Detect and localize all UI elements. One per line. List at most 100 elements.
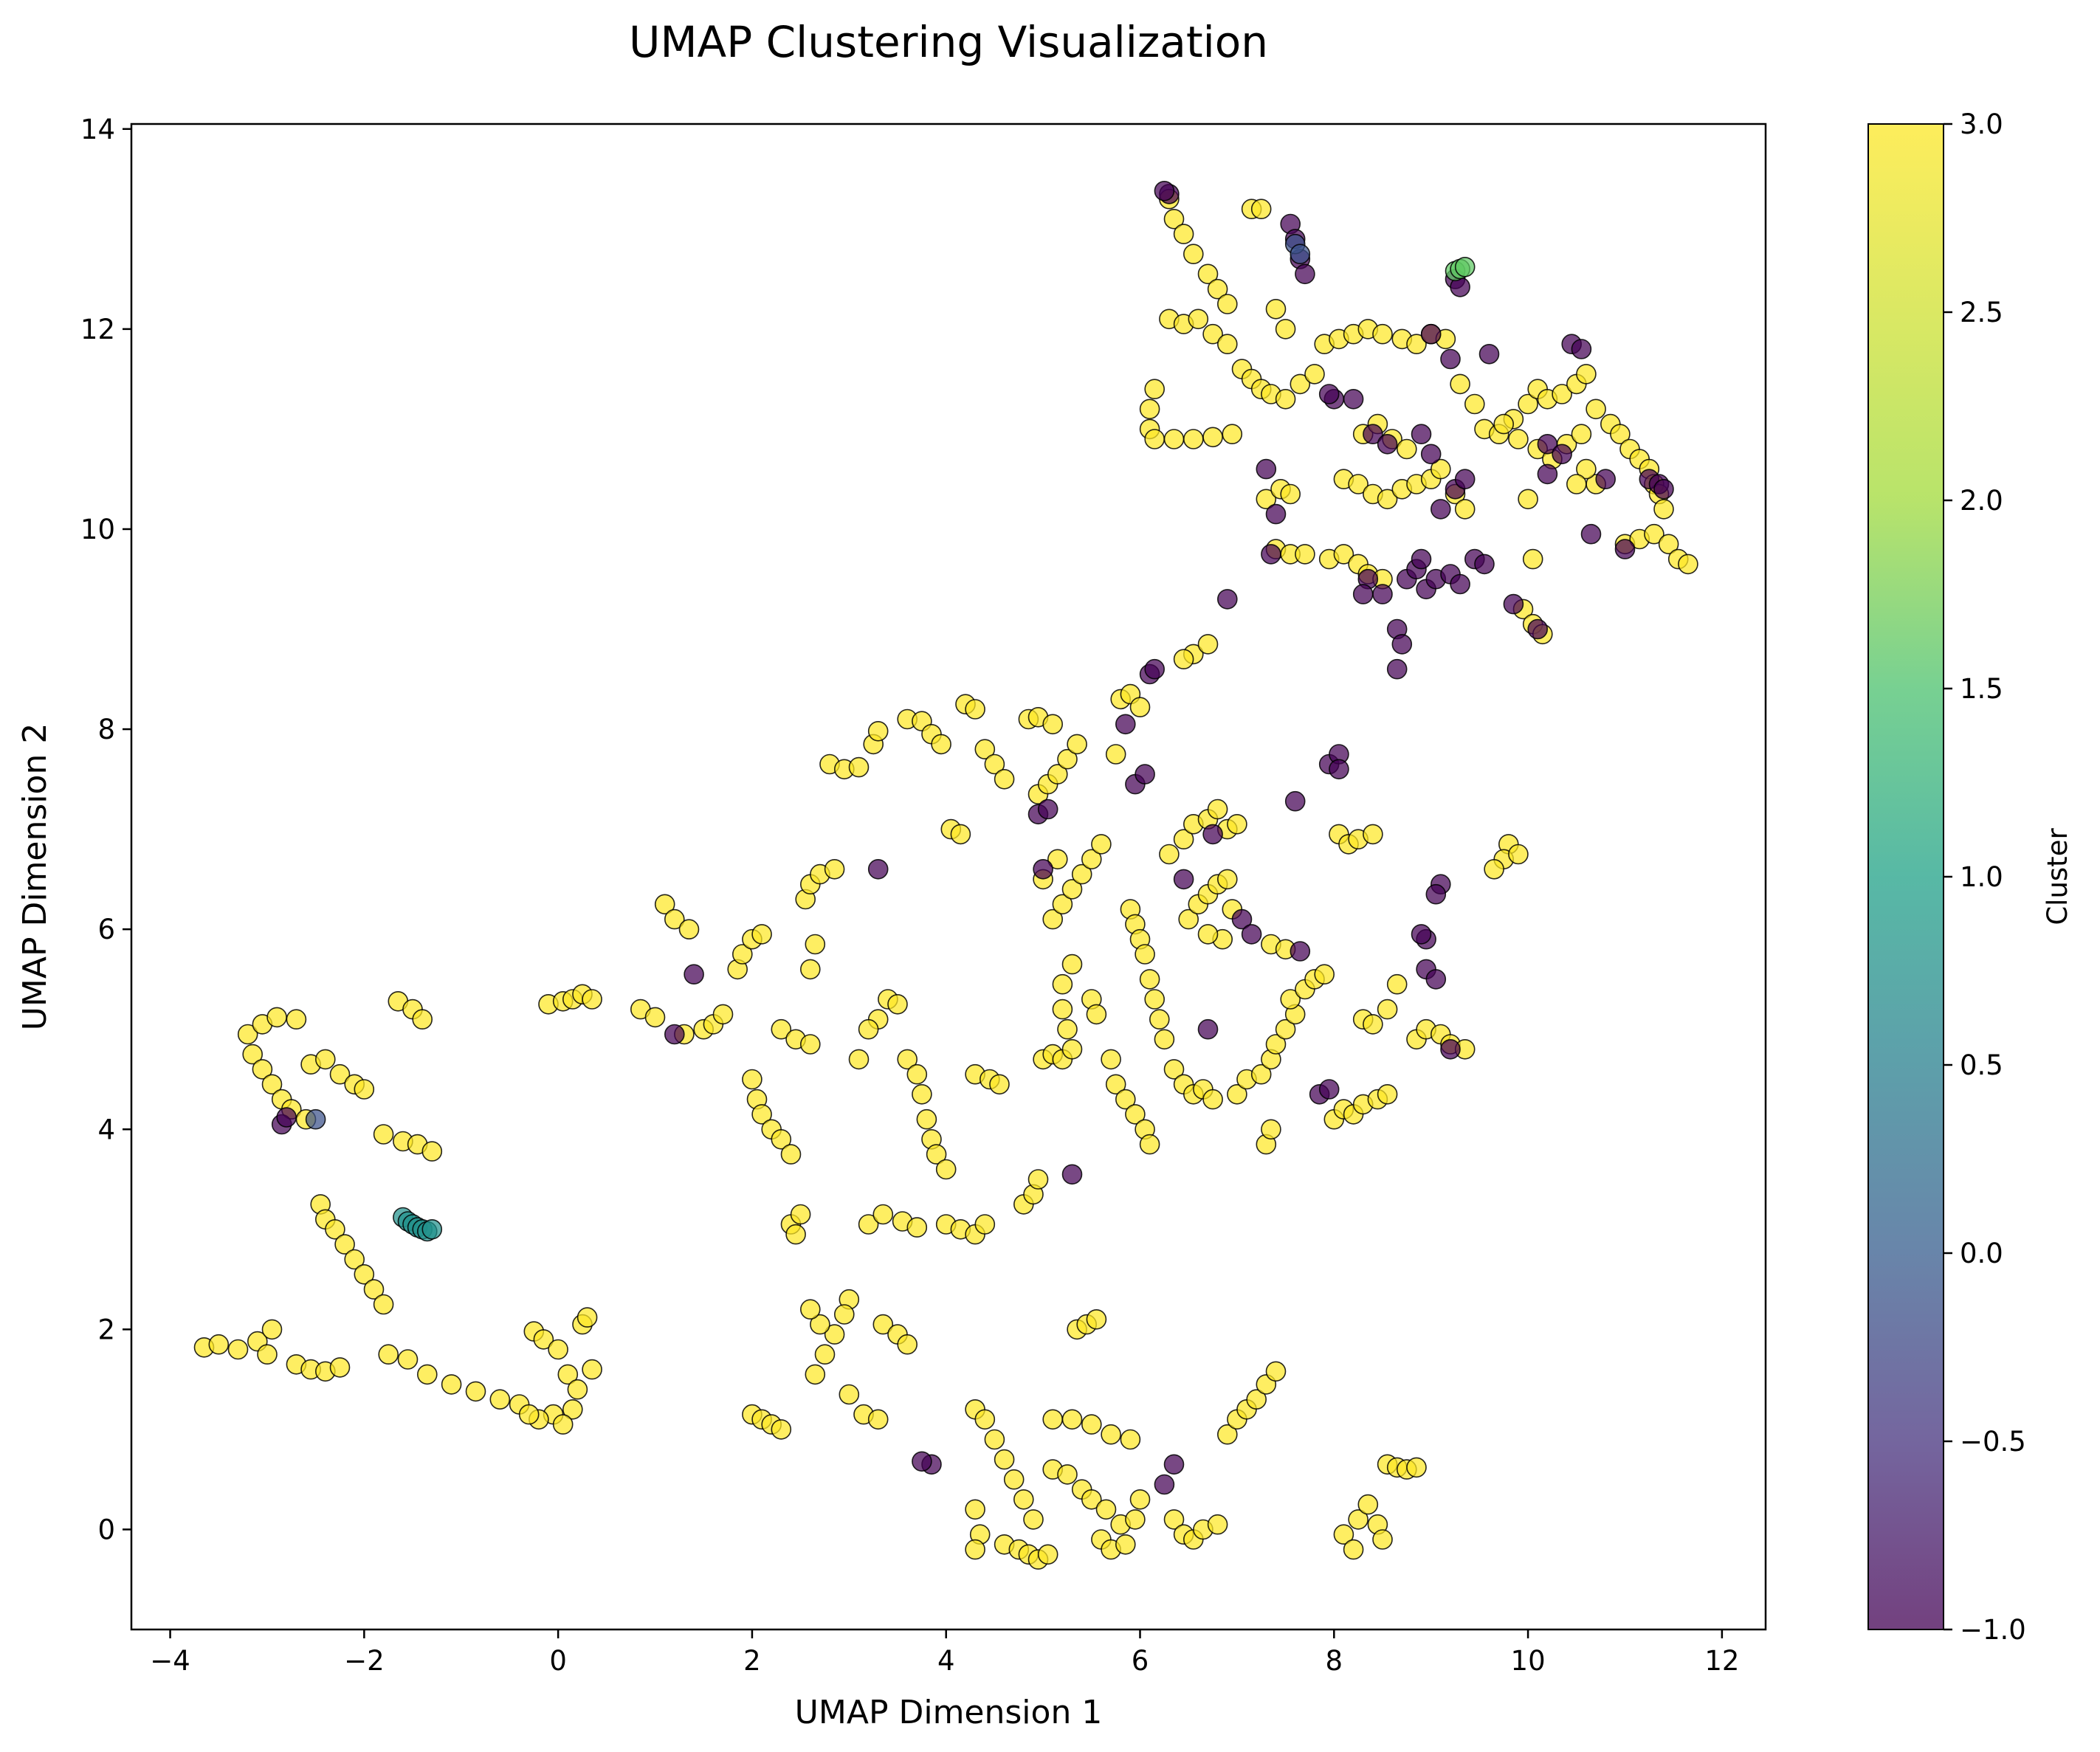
x-tick-label: 8	[1326, 1645, 1343, 1677]
scatter-point	[1217, 294, 1238, 314]
scatter-point	[1154, 1029, 1175, 1050]
scatter-point	[1067, 734, 1087, 755]
scatter-point	[1508, 429, 1529, 449]
scatter-point	[1135, 764, 1155, 784]
scatter-point	[664, 908, 685, 930]
scatter-point	[950, 824, 971, 845]
scatter-point	[1537, 463, 1558, 485]
scatter-point	[1144, 379, 1165, 400]
scatter-point	[1129, 1489, 1151, 1510]
scatter-point	[552, 1414, 574, 1435]
scatter-point	[1284, 790, 1306, 812]
scatter-point	[1377, 489, 1398, 510]
scatter-point	[1518, 489, 1538, 510]
scatter-point	[1610, 424, 1631, 445]
x-tick-label: 12	[1704, 1645, 1739, 1677]
scatter-point	[1431, 458, 1451, 480]
scatter-point	[325, 1219, 345, 1240]
scatter-point	[1057, 1018, 1078, 1040]
scatter-point	[751, 1104, 772, 1125]
scatter-point	[1261, 544, 1281, 565]
scatter-point	[1377, 433, 1398, 455]
scatter-point	[912, 1451, 932, 1472]
x-axis-ticks: −4 −2 0 2 4 6 8 10 12	[150, 1629, 1739, 1677]
scatter-point	[1678, 553, 1698, 575]
scatter-point	[805, 1364, 826, 1385]
scatter-point	[354, 1079, 375, 1100]
scatter-point	[1454, 256, 1476, 277]
scatter-point	[1091, 834, 1112, 855]
scatter-point	[1183, 244, 1204, 265]
scatter-point	[1397, 438, 1417, 460]
scatter-point	[1197, 634, 1219, 655]
scatter-point	[373, 1294, 394, 1315]
scatter-point	[208, 1334, 230, 1355]
scatter-point	[1454, 469, 1476, 490]
scatter-point	[1178, 908, 1199, 930]
scatter-point	[1333, 1524, 1354, 1545]
scatter-point	[582, 989, 602, 1010]
scatter-point	[1144, 658, 1165, 680]
scatter-point	[1241, 924, 1262, 945]
y-tick-label: 14	[80, 114, 115, 145]
scatter-point	[1537, 433, 1558, 455]
scatter-point	[1372, 584, 1393, 604]
scatter-point	[1256, 458, 1277, 480]
scatter-point	[329, 1063, 351, 1085]
colorbar	[1867, 123, 1944, 1630]
scatter-point	[824, 1324, 845, 1345]
scatter-point	[800, 959, 821, 980]
scatter-point	[1265, 503, 1287, 525]
scatter-point	[1023, 1509, 1044, 1530]
scatter-point	[489, 1389, 511, 1410]
scatter-point	[1406, 334, 1427, 355]
y-tick-label: 6	[97, 914, 115, 945]
scatter-point	[242, 1044, 264, 1065]
colorbar-tick-label: 0.0	[1960, 1238, 2003, 1269]
scatter-point	[1348, 474, 1369, 494]
colorbar-tick-label: −0.5	[1960, 1426, 2026, 1458]
scatter-point	[1372, 1529, 1393, 1550]
x-tick-label: 0	[549, 1645, 567, 1677]
scatter-point	[1474, 553, 1495, 575]
scatter-point	[1280, 989, 1301, 1010]
scatter-point	[1197, 924, 1219, 945]
scatter-point	[1101, 1424, 1121, 1445]
scatter-point	[1197, 1018, 1219, 1040]
scatter-point	[1363, 424, 1383, 445]
scatter-point	[1450, 373, 1470, 395]
scatter-point	[731, 944, 753, 965]
scatter-point	[848, 756, 870, 778]
scatter-point	[237, 1024, 258, 1045]
scatter-point	[1197, 263, 1219, 285]
scatter-point	[1377, 999, 1398, 1020]
scatter-point	[1454, 499, 1476, 520]
scatter-point	[1265, 1034, 1287, 1055]
scatter-point	[1105, 1074, 1126, 1095]
scatter-point	[1061, 1164, 1083, 1185]
scatter-point	[363, 1279, 385, 1300]
scatter-point	[329, 1357, 351, 1378]
scatter-point	[1440, 1039, 1461, 1060]
scatter-point	[1052, 999, 1073, 1020]
scatter-point	[1363, 824, 1383, 845]
scatter-point	[1318, 384, 1340, 404]
scatter-point	[1095, 1499, 1117, 1520]
scatter-point	[1061, 1039, 1083, 1060]
scatter-point	[742, 1069, 762, 1090]
scatter-point	[1576, 458, 1597, 480]
scatter-point	[1343, 1539, 1364, 1560]
scatter-point	[867, 859, 889, 880]
scatter-point	[1265, 1361, 1287, 1382]
scatter-point	[1081, 1414, 1102, 1435]
scatter-point	[1363, 1014, 1383, 1035]
scatter-point	[810, 1314, 830, 1335]
scatter-point	[912, 1084, 932, 1105]
scatter-point	[344, 1249, 365, 1270]
y-tick-label: 4	[97, 1114, 115, 1145]
scatter-point	[858, 1018, 879, 1040]
scatter-point	[1202, 1089, 1223, 1110]
scatter-point	[567, 1379, 588, 1400]
y-tick-label: 12	[80, 314, 115, 345]
scatter-point	[261, 1074, 283, 1095]
